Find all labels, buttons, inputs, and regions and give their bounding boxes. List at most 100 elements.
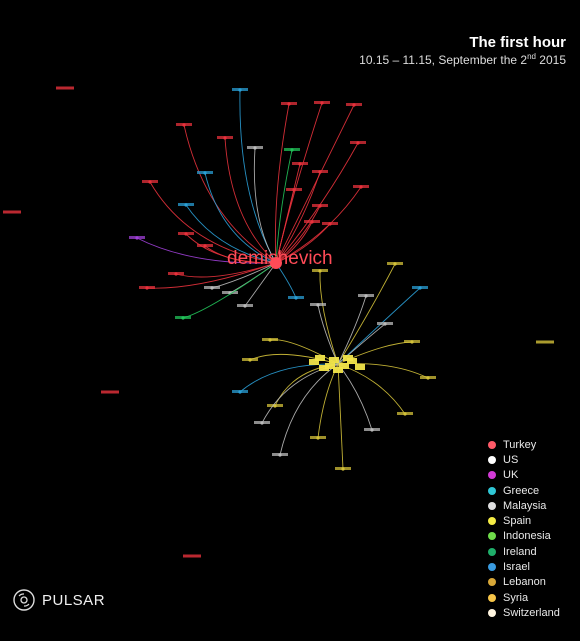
node-tag-a-0 xyxy=(232,88,248,91)
country-legend: Turkey US UK Greece Malaysia Spain Indonesia Ir… xyxy=(488,437,560,621)
legend-item-indonesia: Indonesia xyxy=(488,529,560,544)
cluster-node-2 xyxy=(329,357,339,363)
legend-item-ireland: Ireland xyxy=(488,544,560,559)
node-tag-a-18 xyxy=(322,222,338,225)
node-tag-b-13 xyxy=(254,421,270,424)
node-tag-a-28 xyxy=(288,296,304,299)
legend-item-us: US xyxy=(488,452,560,467)
node-tag-b-6 xyxy=(262,338,278,341)
legend-item-lebanon: Lebanon xyxy=(488,575,560,590)
edge-b-17 xyxy=(337,363,344,470)
node-tag-b-9 xyxy=(420,376,436,379)
legend-label: UK xyxy=(503,469,519,482)
chart-subtitle: 10.15 – 11.15, September the 2nd 2015 xyxy=(359,52,566,67)
node-tag-a-8 xyxy=(350,141,366,144)
legend-swatch xyxy=(488,593,496,602)
brand-name: PULSAR xyxy=(42,591,106,609)
legend-label: Turkey xyxy=(503,438,537,451)
legend-item-spain: Spain xyxy=(488,513,560,528)
edge-a-18 xyxy=(275,223,331,264)
node-tag-b-15 xyxy=(310,436,326,439)
edge-a-13 xyxy=(149,181,277,264)
legend-label: Switzerland xyxy=(503,606,560,619)
pulsar-logo-icon xyxy=(13,589,35,611)
edge-a-11 xyxy=(204,172,277,264)
legend-label: Israel xyxy=(503,561,530,574)
edge-a-26 xyxy=(182,262,277,319)
legend-label: US xyxy=(503,453,519,466)
isolated-node-2 xyxy=(101,390,119,394)
edge-a-22 xyxy=(175,262,277,278)
isolated-node-4 xyxy=(536,340,554,344)
edge-a-12 xyxy=(275,186,362,264)
node-tag-b-17 xyxy=(335,467,351,470)
edge-a-5 xyxy=(224,137,277,264)
node-tag-a-19 xyxy=(129,236,145,239)
legend-item-malaysia: Malaysia xyxy=(488,498,560,513)
node-tag-b-11 xyxy=(267,404,283,407)
cluster-node-0 xyxy=(309,359,319,365)
node-tag-a-20 xyxy=(178,232,194,235)
isolated-node-1 xyxy=(3,210,21,214)
legend-item-syria: Syria xyxy=(488,590,560,605)
node-tag-b-4 xyxy=(310,303,326,306)
legend-label: Malaysia xyxy=(503,499,547,512)
legend-swatch xyxy=(488,455,496,464)
edge-a-16 xyxy=(185,204,277,264)
cluster-node-6 xyxy=(315,355,325,361)
node-tag-a-9 xyxy=(292,162,308,165)
legend-label: Spain xyxy=(503,515,532,528)
node-tag-a-13 xyxy=(142,180,158,183)
node-tag-a-22 xyxy=(168,272,184,275)
edge-b-0 xyxy=(319,270,339,365)
legend-swatch xyxy=(488,517,496,526)
edge-a-3 xyxy=(275,104,355,264)
legend-swatch xyxy=(488,578,496,587)
subtitle-prefix: 10.15 – 11.15, September the 2 xyxy=(359,53,528,67)
node-tag-b-10 xyxy=(232,390,248,393)
legend-item-turkey: Turkey xyxy=(488,437,560,452)
legend-swatch xyxy=(488,471,496,480)
pulsar-brand: PULSAR xyxy=(12,588,105,612)
edge-b-9 xyxy=(337,363,429,379)
edge-a-7 xyxy=(275,149,293,264)
cluster-node-8 xyxy=(343,355,353,361)
legend-item-uk: UK xyxy=(488,468,560,483)
legend-swatch xyxy=(488,486,496,495)
node-tag-a-7 xyxy=(284,148,300,151)
edge-b-6 xyxy=(269,339,339,365)
edge-b-12 xyxy=(337,363,406,415)
edge-b-10 xyxy=(239,363,339,393)
edge-a-14 xyxy=(275,189,295,264)
legend-swatch xyxy=(488,440,496,449)
node-tag-a-14 xyxy=(286,188,302,191)
node-tag-b-0 xyxy=(312,269,328,272)
legend-label: Greece xyxy=(503,484,540,497)
edge-a-6 xyxy=(253,147,277,264)
edge-b-2 xyxy=(337,295,367,365)
edge-b-15 xyxy=(317,363,339,439)
node-tag-a-17 xyxy=(304,220,320,223)
node-tag-b-12 xyxy=(397,412,413,415)
edge-b-16 xyxy=(279,363,339,456)
edge-b-7 xyxy=(249,353,339,365)
edge-a-4 xyxy=(183,124,277,264)
cluster-node-9 xyxy=(325,363,335,369)
node-tag-a-23 xyxy=(139,286,155,289)
node-tag-a-10 xyxy=(312,170,328,173)
edge-a-21 xyxy=(204,245,277,264)
cluster-node-7 xyxy=(333,367,343,373)
edge-a-27 xyxy=(244,262,277,307)
edge-b-14 xyxy=(337,363,373,431)
hub-label-demishevich: demishevich xyxy=(227,248,333,269)
node-tag-a-1 xyxy=(281,102,297,105)
legend-item-greece: Greece xyxy=(488,483,560,498)
hub-node-demishevich xyxy=(270,257,282,269)
edge-a-1 xyxy=(274,103,290,264)
node-tag-b-2 xyxy=(358,294,374,297)
node-tag-a-16 xyxy=(178,203,194,206)
node-tag-a-27 xyxy=(237,304,253,307)
node-tag-a-12 xyxy=(353,185,369,188)
node-tag-a-3 xyxy=(346,103,362,106)
